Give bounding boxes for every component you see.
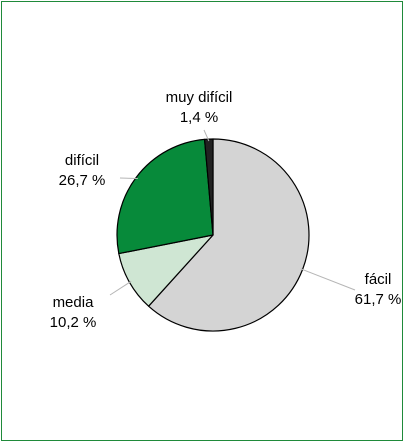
pie-slice-3 bbox=[203, 138, 214, 236]
slice-category-label-1: media bbox=[53, 294, 95, 311]
pie-slice-2 bbox=[116, 138, 214, 255]
slice-category-label-2: difícil bbox=[65, 152, 99, 169]
slice-value-label-0: 61,7 % bbox=[355, 291, 402, 308]
pie-slices bbox=[116, 138, 310, 332]
slice-labels: fácil 61,7 % media 10,2 % difícil 26,7 % muy d… bbox=[50, 89, 402, 331]
leader-line-3 bbox=[203, 129, 210, 142]
slice-value-label-2: 26,7 % bbox=[59, 172, 106, 189]
slice-category-label-3: muy difícil bbox=[166, 89, 233, 106]
leader-lines bbox=[109, 129, 356, 296]
slice-category-label-0: fácil bbox=[365, 271, 392, 288]
leader-line-1 bbox=[109, 280, 132, 296]
slice-value-label-3: 1,4 % bbox=[180, 109, 218, 126]
pie-chart: fácil 61,7 % media 10,2 % difícil 26,7 % muy d… bbox=[50, 89, 402, 332]
leader-line-2 bbox=[119, 177, 138, 180]
leader-line-0 bbox=[300, 268, 356, 291]
slice-value-label-1: 10,2 % bbox=[50, 314, 97, 331]
